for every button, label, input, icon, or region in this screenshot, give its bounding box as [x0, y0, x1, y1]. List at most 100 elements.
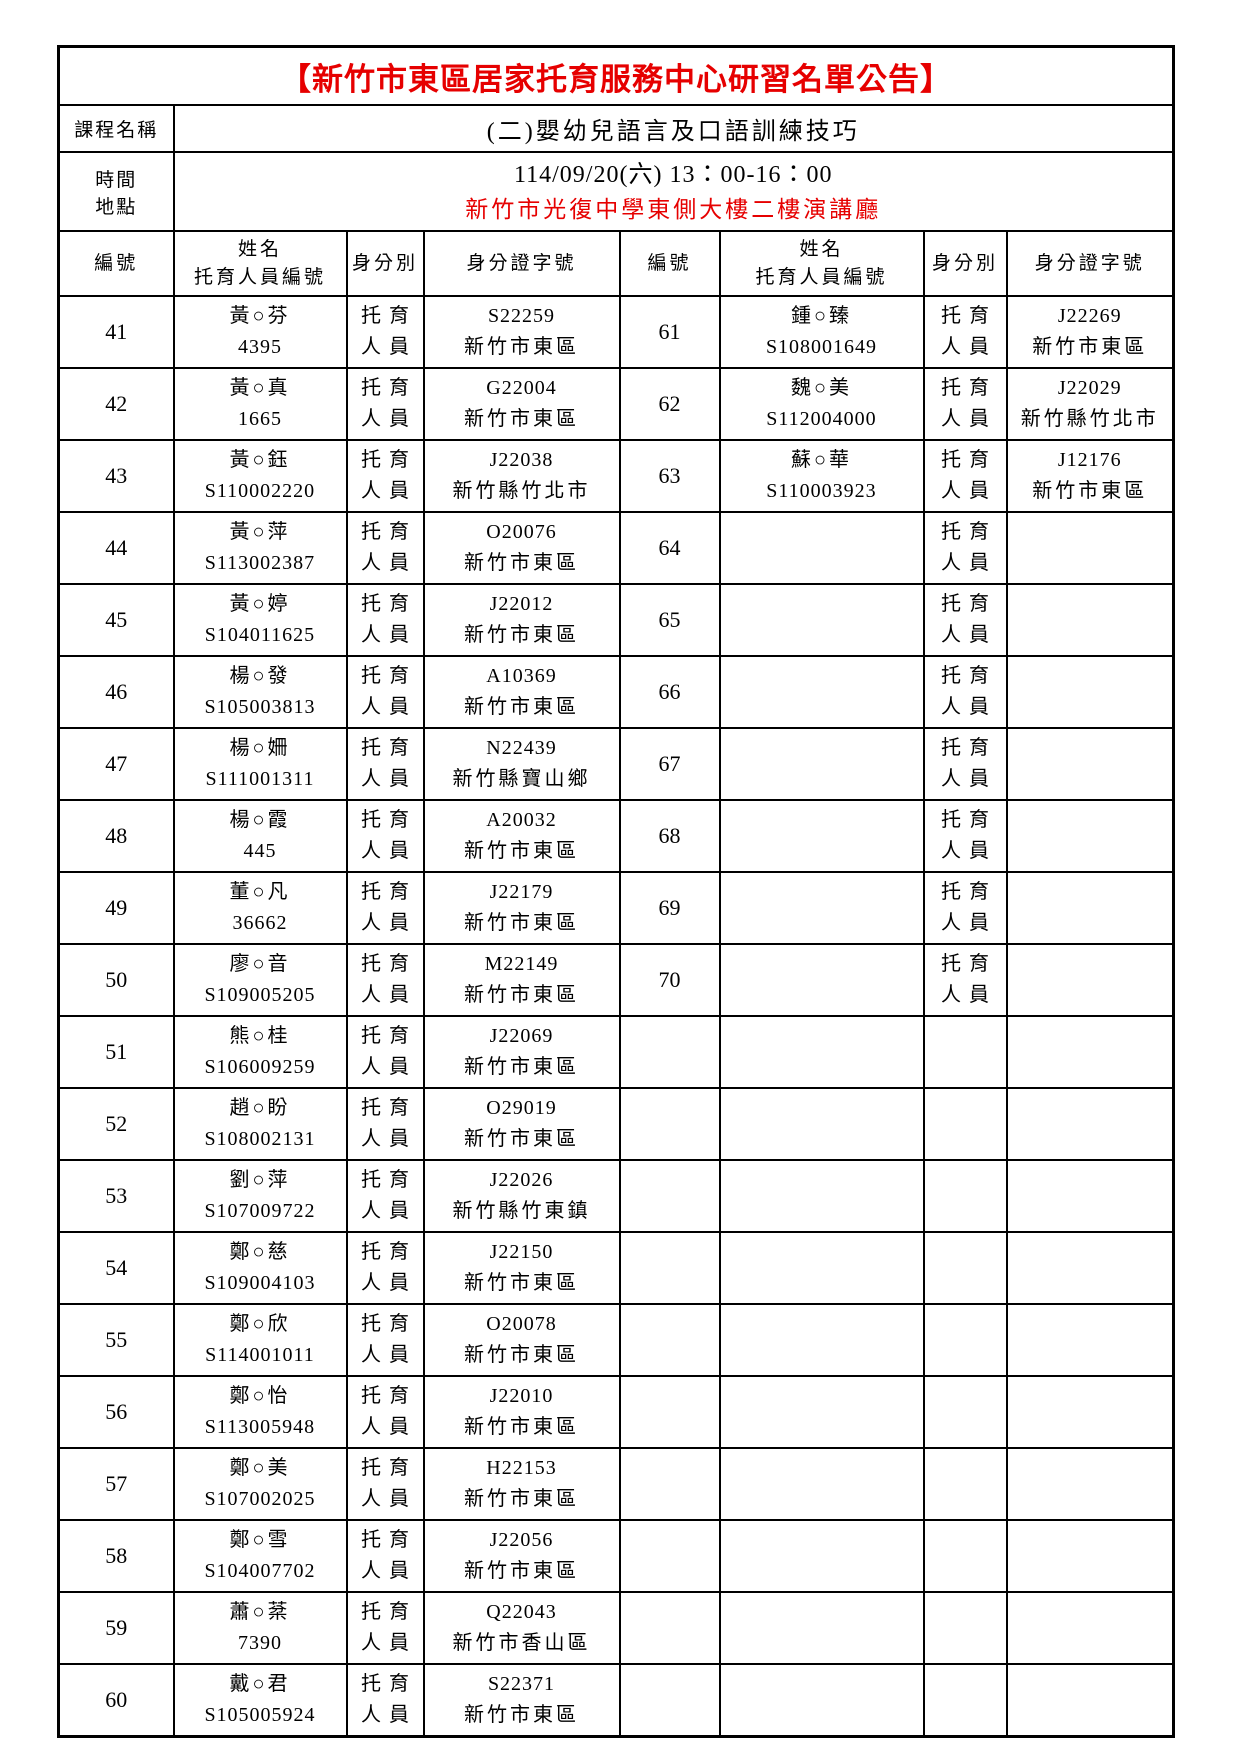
id-code: J22010: [489, 1385, 554, 1407]
id-number-cell: [1005, 583, 1175, 657]
name-cell: 鄭○雪 S104007702: [172, 1519, 348, 1593]
caregiver-name: 董○凡: [229, 881, 291, 903]
identity-cell: 托育 人員: [345, 1159, 425, 1233]
name-cell: [718, 1231, 925, 1305]
identity-line2: 人員: [941, 768, 997, 790]
table-row: 46 楊○發 S105003813 托育 人員 A10369 新竹市東區 66 …: [57, 655, 1175, 729]
identity-cell: 托育 人員: [922, 367, 1008, 441]
identity-cell: 托育 人員: [345, 1303, 425, 1377]
id-number-cell: O20076 新竹市東區: [422, 511, 621, 585]
caregiver-name: 楊○發: [229, 665, 291, 687]
name-cell: [718, 943, 925, 1017]
id-number-cell: [1005, 1591, 1175, 1665]
identity-line1: 托育: [941, 593, 997, 615]
table-row: 48 楊○霞 445 托育 人員 A20032 新竹市東區 68 托育 人員: [57, 799, 1175, 873]
name-cell: 董○凡 36662: [172, 871, 348, 945]
id-area: 新竹市東區: [464, 1704, 579, 1726]
name-cell: 趙○盼 S108002131: [172, 1087, 348, 1161]
id-area: 新竹市東區: [464, 1056, 579, 1078]
header-name-line2: 托育人員編號: [755, 266, 888, 288]
identity-line2: 人員: [361, 552, 417, 574]
seq-number-cell: [618, 1375, 721, 1449]
id-number-cell: S22371 新竹市東區: [422, 1663, 621, 1738]
header-idnumber-right: 身分證字號: [1005, 230, 1175, 297]
identity-line1: 托育: [361, 1673, 417, 1695]
id-area: 新竹市東區: [464, 336, 579, 358]
schedule-time: 114/09/20(六) 13：00-16：00: [514, 161, 833, 188]
table-row: 53 劉○萍 S107009722 托育 人員 J22026 新竹縣竹東鎮: [57, 1159, 1175, 1233]
caregiver-name: 戴○君: [229, 1673, 291, 1695]
caregiver-name: 蘇○華: [790, 449, 853, 471]
id-code: N22439: [486, 737, 557, 759]
id-number-cell: J22038 新竹縣竹北市: [422, 439, 621, 513]
id-area: 新竹市東區: [464, 1488, 579, 1510]
identity-cell: 托育 人員: [345, 439, 425, 513]
identity-line1: 托育: [941, 809, 997, 831]
identity-line2: 人員: [941, 696, 997, 718]
name-cell: 鄭○美 S107002025: [172, 1447, 348, 1521]
id-code: O20078: [486, 1313, 557, 1335]
schedule-label: 時間 地點: [57, 151, 175, 232]
identity-cell: 托育 人員: [345, 655, 425, 729]
seq-number-cell: 57: [57, 1447, 175, 1521]
header-name-right: 姓名 托育人員編號: [718, 230, 925, 297]
id-number-cell: [1005, 799, 1175, 873]
name-cell: [718, 1447, 925, 1521]
seq-number-cell: 65: [618, 583, 721, 657]
seq-number-cell: 68: [618, 799, 721, 873]
id-code: S22259: [487, 305, 556, 327]
table-row: 47 楊○姍 S111001311 托育 人員 N22439 新竹縣寶山鄉 67…: [57, 727, 1175, 801]
identity-line1: 托育: [361, 1601, 417, 1623]
name-cell: [718, 1375, 925, 1449]
caregiver-name: 蕭○棻: [229, 1601, 291, 1623]
id-number-cell: G22004 新竹市東區: [422, 367, 621, 441]
seq-number-cell: 45: [57, 583, 175, 657]
caregiver-code: S106009259: [204, 1056, 316, 1078]
id-code: J12176: [1057, 449, 1122, 471]
title-row: 【新竹市東區居家托育服務中心研習名單公告】: [57, 45, 1175, 106]
identity-cell: [922, 1231, 1008, 1305]
table-row: 59 蕭○棻 7390 托育 人員 Q22043 新竹市香山區: [57, 1591, 1175, 1665]
caregiver-code: S110003923: [766, 480, 877, 502]
id-area: 新竹市東區: [464, 408, 579, 430]
id-area: 新竹市東區: [464, 1560, 579, 1582]
identity-cell: 托育 人員: [922, 583, 1008, 657]
caregiver-code: S104007702: [204, 1560, 316, 1582]
id-number-cell: J22010 新竹市東區: [422, 1375, 621, 1449]
table-row: 51 熊○桂 S106009259 托育 人員 J22069 新竹市東區: [57, 1015, 1175, 1089]
schedule-row: 時間 地點 114/09/20(六) 13：00-16：00 新竹市光復中學東側…: [57, 151, 1175, 232]
seq-number-cell: 56: [57, 1375, 175, 1449]
caregiver-name: 黃○真: [229, 377, 291, 399]
id-number-cell: J22029 新竹縣竹北市: [1005, 367, 1175, 441]
identity-line2: 人員: [361, 624, 417, 646]
table-header-row: 編號 姓名 托育人員編號 身分別 身分證字號 編號 姓名 托育人員編號 身分別 …: [57, 230, 1175, 297]
identity-line2: 人員: [941, 840, 997, 862]
name-cell: 黃○真 1665: [172, 367, 348, 441]
id-area: 新竹市東區: [464, 840, 579, 862]
id-number-cell: N22439 新竹縣寶山鄉: [422, 727, 621, 801]
identity-line1: 托育: [361, 449, 417, 471]
id-number-cell: A20032 新竹市東區: [422, 799, 621, 873]
caregiver-code: S105003813: [204, 696, 316, 718]
seq-number-cell: 61: [618, 295, 721, 369]
seq-number-cell: 67: [618, 727, 721, 801]
schedule-label-time: 時間: [95, 169, 138, 191]
header-name-left: 姓名 托育人員編號: [172, 230, 348, 297]
seq-number-cell: 58: [57, 1519, 175, 1593]
id-number-cell: [1005, 1159, 1175, 1233]
id-code: J22029: [1057, 377, 1122, 399]
seq-number-cell: 69: [618, 871, 721, 945]
identity-line1: 托育: [941, 521, 997, 543]
identity-line2: 人員: [361, 912, 417, 934]
roster-body: 41 黃○芬 4395 托育 人員 S22259 新竹市東區 61 鍾○臻 S1…: [57, 295, 1175, 1738]
caregiver-name: 楊○霞: [229, 809, 291, 831]
name-cell: [718, 1015, 925, 1089]
name-cell: [718, 655, 925, 729]
caregiver-name: 鄭○怡: [229, 1385, 291, 1407]
identity-line1: 托育: [361, 953, 417, 975]
caregiver-name: 劉○萍: [229, 1169, 291, 1191]
identity-line2: 人員: [361, 768, 417, 790]
name-cell: 楊○姍 S111001311: [172, 727, 348, 801]
name-cell: 鄭○慈 S109004103: [172, 1231, 348, 1305]
